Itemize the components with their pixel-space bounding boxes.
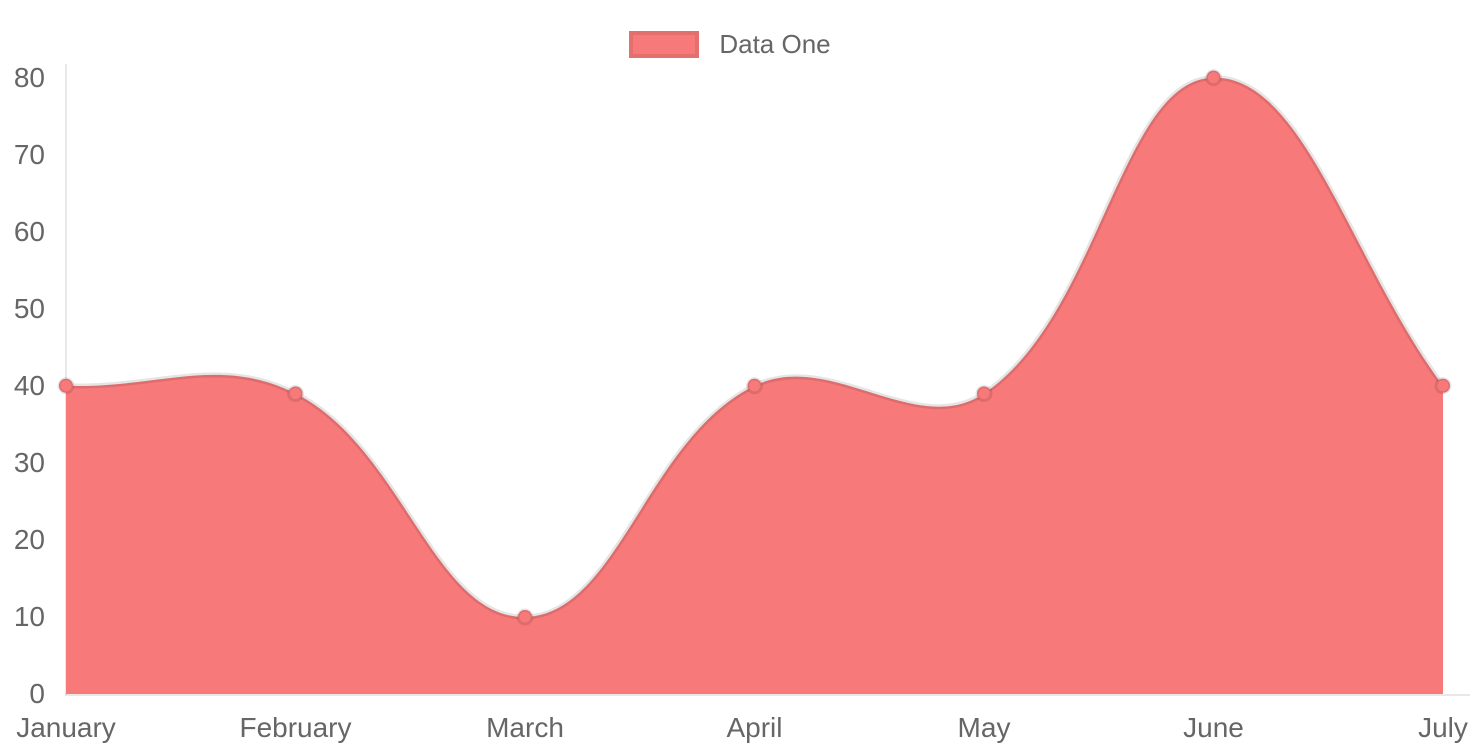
data-point[interactable] [975, 385, 993, 403]
legend-swatch [629, 31, 700, 58]
data-point[interactable] [1205, 69, 1222, 87]
x-axis-label: July [1418, 712, 1468, 743]
x-axis-label: February [239, 712, 352, 743]
x-axis-label: January [16, 712, 116, 743]
data-point[interactable] [287, 385, 304, 403]
data-point[interactable] [1434, 377, 1452, 395]
legend-label: Data One [719, 29, 831, 59]
data-point[interactable] [57, 377, 75, 395]
data-point[interactable] [746, 377, 763, 395]
y-tick-label: 40 [13, 369, 45, 401]
y-tick-label: 0 [29, 678, 45, 709]
y-tick-label: 60 [13, 215, 45, 247]
data-point[interactable] [516, 608, 534, 626]
y-tick-label: 70 [13, 138, 45, 170]
x-axis-label: March [486, 712, 564, 743]
y-tick-label: 80 [13, 61, 45, 93]
x-axis-label: June [1183, 712, 1244, 743]
y-tick-label: 50 [13, 292, 45, 324]
x-axis: January February March April May June July [0, 712, 1484, 752]
x-axis-label: April [726, 712, 783, 743]
legend-item[interactable]: Data One [0, 29, 1472, 60]
x-axis-label: May [957, 712, 1011, 743]
y-tick-label: 30 [13, 446, 45, 478]
y-tick-label: 10 [13, 600, 45, 632]
area-fill [66, 77, 1443, 695]
y-tick-label: 20 [13, 523, 45, 555]
y-axis: 80 70 60 50 40 30 20 10 0 [0, 0, 60, 756]
